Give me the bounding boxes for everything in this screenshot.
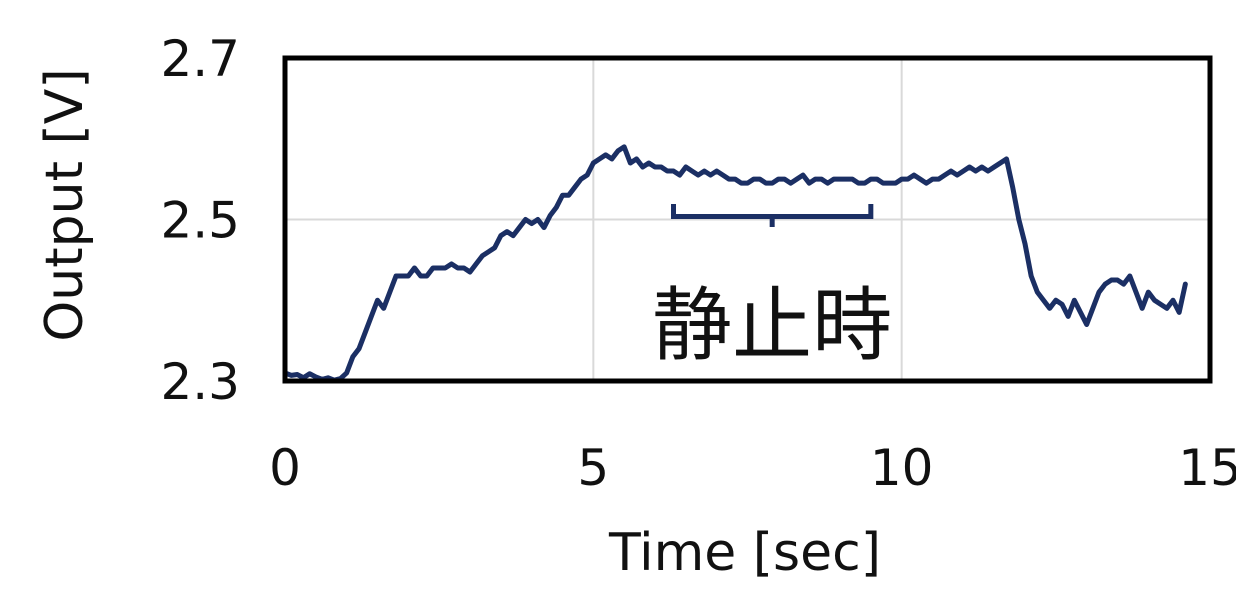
annotation-label: 静止時	[652, 279, 892, 372]
ticks-layer: 0 5 10 15 2.3 2.5 2.7	[160, 30, 1236, 497]
x-tick-label: 10	[870, 439, 934, 497]
annotation-layer: 静止時	[652, 204, 892, 372]
frame-layer	[282, 55, 1213, 384]
y-axis-label: Output [V]	[35, 68, 95, 341]
x-tick-label: 5	[577, 439, 609, 497]
x-tick-label: 0	[269, 439, 301, 497]
y-tick-label: 2.5	[160, 192, 240, 250]
x-axis-label: Time [sec]	[608, 523, 881, 583]
series-layer	[282, 144, 1188, 383]
x-tick-label: 15	[1178, 439, 1236, 497]
y-tick-label: 2.7	[160, 30, 240, 88]
grid-layer	[285, 58, 1210, 381]
series-line	[282, 144, 1188, 383]
annotation-bracket	[671, 204, 874, 227]
y-tick-label: 2.3	[160, 353, 240, 411]
plot-frame	[282, 55, 1213, 384]
